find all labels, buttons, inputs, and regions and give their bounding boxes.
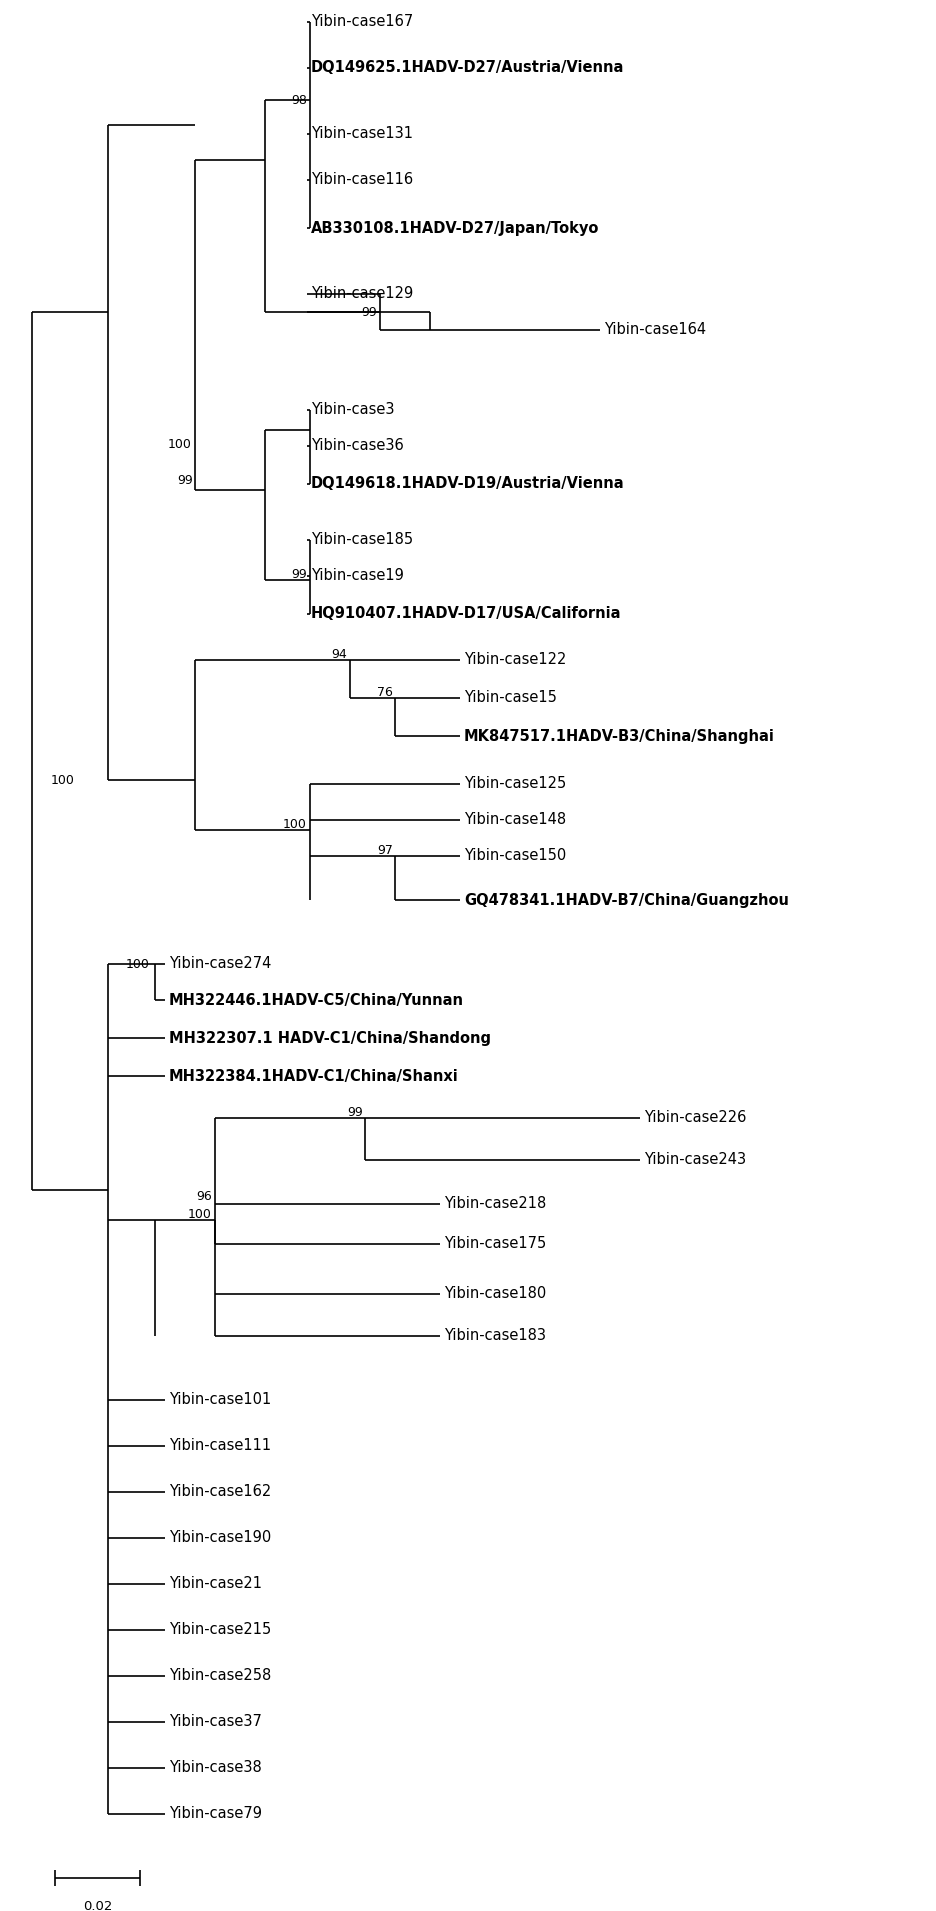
Text: 100: 100 [168, 438, 192, 451]
Text: Yibin-case167: Yibin-case167 [311, 15, 413, 29]
Text: 99: 99 [177, 474, 193, 487]
Text: Yibin-case215: Yibin-case215 [168, 1622, 271, 1638]
Text: Yibin-case15: Yibin-case15 [463, 690, 556, 705]
Text: 100: 100 [188, 1208, 212, 1221]
Text: 0.02: 0.02 [82, 1900, 112, 1911]
Text: Yibin-case37: Yibin-case37 [168, 1714, 261, 1729]
Text: Yibin-case185: Yibin-case185 [311, 533, 413, 547]
Text: Yibin-case79: Yibin-case79 [168, 1806, 262, 1821]
Text: MK847517.1HADV-B3/China/Shanghai: MK847517.1HADV-B3/China/Shanghai [463, 728, 774, 743]
Text: 100: 100 [51, 774, 75, 787]
Text: 76: 76 [376, 686, 392, 699]
Text: MH322307.1 HADV-C1/China/Shandong: MH322307.1 HADV-C1/China/Shandong [168, 1030, 490, 1045]
Text: Yibin-case258: Yibin-case258 [168, 1668, 271, 1684]
Text: Yibin-case21: Yibin-case21 [168, 1577, 262, 1592]
Text: Yibin-case122: Yibin-case122 [463, 652, 565, 667]
Text: Yibin-case111: Yibin-case111 [168, 1439, 271, 1454]
Text: 98: 98 [291, 94, 307, 107]
Text: Yibin-case164: Yibin-case164 [604, 323, 706, 338]
Text: Yibin-case125: Yibin-case125 [463, 776, 565, 791]
Text: Yibin-case101: Yibin-case101 [168, 1393, 271, 1408]
Text: Yibin-case162: Yibin-case162 [168, 1485, 271, 1500]
Text: 100: 100 [126, 957, 150, 971]
Text: 100: 100 [283, 818, 307, 831]
Text: HQ910407.1HADV-D17/USA/California: HQ910407.1HADV-D17/USA/California [311, 606, 621, 621]
Text: Yibin-case36: Yibin-case36 [311, 438, 403, 453]
Text: 99: 99 [361, 306, 376, 319]
Text: Yibin-case274: Yibin-case274 [168, 957, 271, 971]
Text: DQ149618.1HADV-D19/Austria/Vienna: DQ149618.1HADV-D19/Austria/Vienna [311, 476, 624, 491]
Text: MH322446.1HADV-C5/China/Yunnan: MH322446.1HADV-C5/China/Yunnan [168, 992, 463, 1007]
Text: Yibin-case129: Yibin-case129 [311, 287, 413, 302]
Text: Yibin-case150: Yibin-case150 [463, 848, 565, 864]
Text: Yibin-case183: Yibin-case183 [444, 1328, 546, 1343]
Text: AB330108.1HADV-D27/Japan/Tokyo: AB330108.1HADV-D27/Japan/Tokyo [311, 220, 599, 235]
Text: DQ149625.1HADV-D27/Austria/Vienna: DQ149625.1HADV-D27/Austria/Vienna [311, 61, 623, 76]
Text: Yibin-case38: Yibin-case38 [168, 1760, 261, 1775]
Text: Yibin-case226: Yibin-case226 [643, 1110, 746, 1126]
Text: 99: 99 [347, 1105, 362, 1118]
Text: Yibin-case131: Yibin-case131 [311, 126, 413, 141]
Text: 97: 97 [376, 843, 392, 856]
Text: 96: 96 [196, 1189, 212, 1202]
Text: Yibin-case218: Yibin-case218 [444, 1196, 546, 1212]
Text: Yibin-case243: Yibin-case243 [643, 1152, 745, 1168]
Text: Yibin-case175: Yibin-case175 [444, 1236, 546, 1252]
Text: Yibin-case148: Yibin-case148 [463, 812, 565, 827]
Text: Yibin-case190: Yibin-case190 [168, 1531, 271, 1546]
Text: 99: 99 [291, 568, 307, 581]
Text: Yibin-case180: Yibin-case180 [444, 1286, 546, 1301]
Text: Yibin-case19: Yibin-case19 [311, 568, 403, 583]
Text: GQ478341.1HADV-B7/China/Guangzhou: GQ478341.1HADV-B7/China/Guangzhou [463, 892, 788, 908]
Text: Yibin-case3: Yibin-case3 [311, 403, 394, 417]
Text: Yibin-case116: Yibin-case116 [311, 172, 413, 187]
Text: 94: 94 [331, 648, 346, 661]
Text: MH322384.1HADV-C1/China/Shanxi: MH322384.1HADV-C1/China/Shanxi [168, 1068, 459, 1084]
